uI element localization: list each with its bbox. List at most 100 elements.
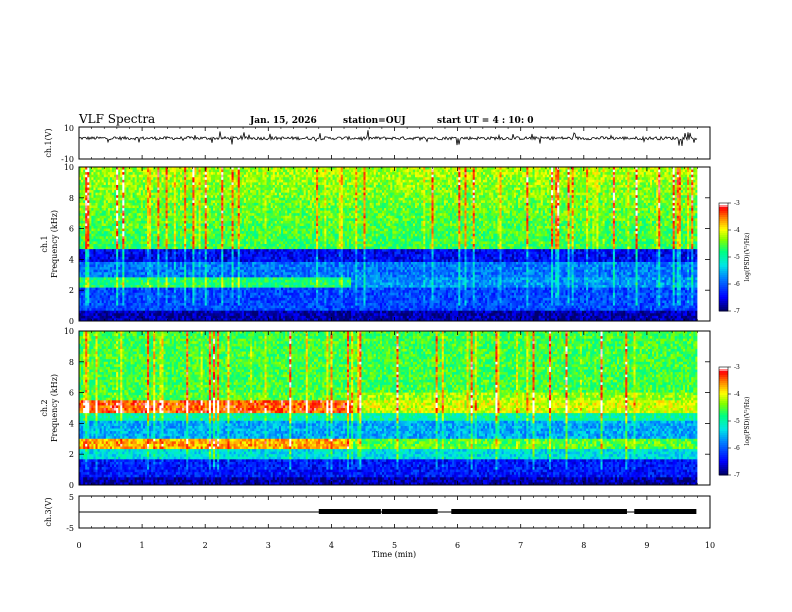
spec-cell (437, 179, 441, 183)
spec-cell (551, 167, 554, 170)
spec-cell (631, 174, 634, 178)
spec-cell (328, 167, 331, 170)
spec-cell (161, 179, 164, 183)
spec-cell (120, 187, 123, 191)
spec-cell (147, 179, 150, 183)
spec-cell (99, 182, 103, 186)
spec-cell (111, 187, 115, 191)
spec-cell (437, 187, 441, 191)
spec-cell (342, 182, 346, 186)
spec-cell (625, 179, 628, 183)
spec-cell (375, 182, 379, 186)
spec-cell (586, 169, 589, 173)
spec-cell (402, 179, 406, 183)
spec-cell (662, 174, 665, 178)
spec-cell (691, 177, 694, 181)
spec-cell (379, 177, 383, 181)
spec-cell (505, 172, 509, 176)
spec-cell (689, 169, 692, 173)
spec-cell (281, 184, 284, 188)
spec-cell (231, 190, 234, 194)
spec-cell (328, 172, 331, 176)
spec-cell (569, 179, 573, 183)
spec-cell (641, 182, 645, 186)
spec-cell (396, 177, 399, 181)
spec-cell (229, 187, 232, 191)
spec-cell (349, 182, 352, 186)
spec-cell (433, 179, 436, 183)
spec-cell (621, 184, 624, 188)
spec-cell (559, 174, 562, 178)
spec-cell (398, 172, 401, 176)
spec-cell (165, 169, 169, 173)
spec-cell (538, 169, 542, 173)
spec-cell (268, 184, 272, 188)
spec-cell (439, 169, 443, 173)
spec-cell (219, 172, 222, 176)
spec-cell (668, 184, 671, 188)
spec-cell (291, 167, 294, 170)
spec-cell (270, 177, 274, 181)
spec-cell (120, 190, 123, 194)
spec-cell (596, 167, 599, 170)
spec-cell (114, 167, 117, 170)
spec-cell (359, 167, 362, 170)
spec-cell (99, 187, 103, 191)
spec-cell (159, 184, 162, 188)
spec-cell (396, 174, 399, 178)
spec-cell (441, 172, 445, 176)
spec-cell (318, 184, 321, 188)
spec-cell (344, 179, 348, 183)
spec-cell (111, 182, 115, 186)
spec-cell (441, 187, 445, 191)
spec-cell (297, 169, 300, 173)
spec-cell (472, 174, 476, 178)
spec-cell (491, 172, 494, 176)
spec-cell (229, 179, 232, 183)
spec-cell (586, 177, 589, 181)
spec-cell (295, 174, 298, 178)
spec-cell (330, 172, 333, 176)
spec-cell (217, 167, 220, 170)
spec-cell (664, 187, 667, 191)
spec-cell (344, 187, 348, 191)
spec-cell (408, 179, 412, 183)
spec-cell (223, 179, 226, 183)
spec-cell (241, 187, 245, 191)
spec-cell (268, 167, 272, 170)
spec-cell (361, 179, 364, 183)
spec-cell (536, 179, 540, 183)
spec-cell (307, 179, 311, 183)
spec-cell (569, 184, 573, 188)
spec-cell (365, 184, 368, 188)
spec-cell (114, 177, 117, 181)
spec-cell (654, 177, 657, 181)
spec-cell (99, 172, 103, 176)
spec-cell (130, 169, 133, 173)
spec-cell (676, 174, 680, 178)
spec-cell (412, 177, 416, 181)
spec-cell (103, 167, 107, 170)
spec-cell (328, 187, 331, 191)
spec-cell (299, 177, 303, 181)
spec-cell (408, 167, 412, 170)
spec-cell (687, 177, 690, 181)
spec-cell (604, 177, 608, 181)
spec-cell (575, 172, 579, 176)
spec-cell (656, 174, 659, 178)
spec-cell (87, 174, 90, 178)
spec-cell (670, 182, 674, 186)
spec-cell (291, 172, 294, 176)
spec-cell (406, 167, 410, 170)
spec-cell (190, 187, 193, 191)
spec-cell (272, 174, 276, 178)
spec-cell (81, 187, 84, 191)
spec-cell (621, 179, 624, 183)
spec-cell (303, 179, 307, 183)
spec-cell (260, 187, 263, 191)
spec-cell (355, 174, 358, 178)
spec-cell (155, 172, 158, 176)
spec-cell (637, 169, 641, 173)
spec-cell (305, 182, 309, 186)
spec-cell (544, 177, 548, 181)
